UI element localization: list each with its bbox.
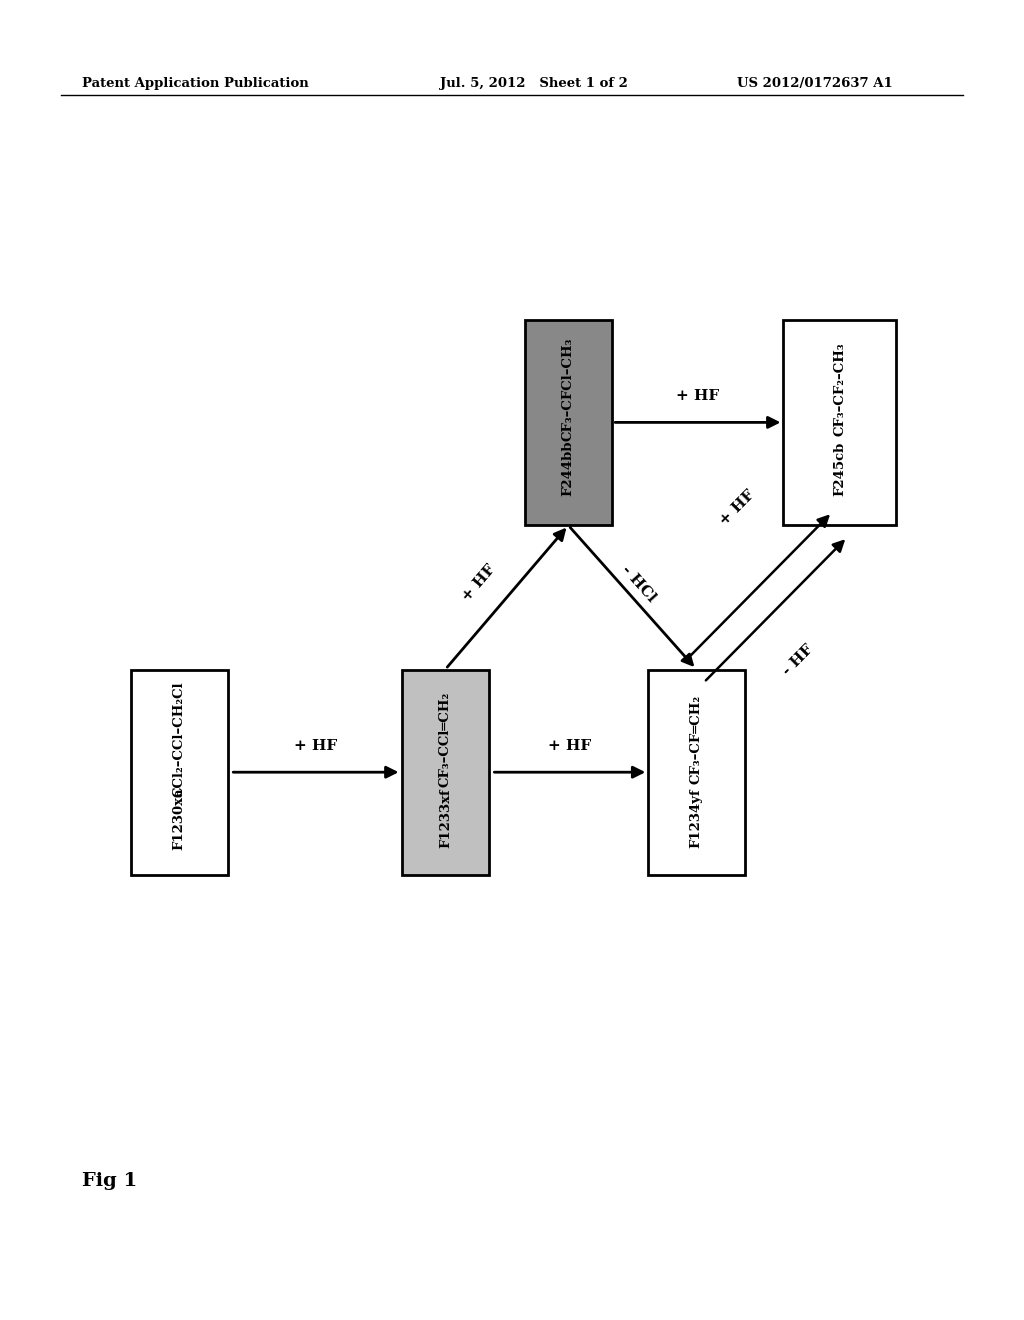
- Bar: [783, 319, 896, 524]
- Bar: [525, 319, 612, 524]
- Bar: [131, 671, 227, 875]
- Text: F245cb: F245cb: [834, 441, 846, 496]
- Text: F1233xf: F1233xf: [439, 788, 452, 849]
- Text: CF₃–CCl═CH₂: CF₃–CCl═CH₂: [439, 692, 452, 787]
- Text: Fig 1: Fig 1: [82, 1172, 137, 1191]
- Text: + HF: + HF: [548, 739, 591, 752]
- Text: US 2012/0172637 A1: US 2012/0172637 A1: [737, 77, 893, 90]
- Text: - HCl: - HCl: [620, 562, 658, 605]
- Text: Jul. 5, 2012   Sheet 1 of 2: Jul. 5, 2012 Sheet 1 of 2: [440, 77, 628, 90]
- Bar: [648, 671, 745, 875]
- Text: + HF: + HF: [294, 739, 337, 752]
- Bar: [401, 671, 489, 875]
- Text: - HF: - HF: [780, 643, 816, 678]
- Text: CF₃–CF₂–CH₃: CF₃–CF₂–CH₃: [834, 343, 846, 436]
- Text: + HF: + HF: [460, 562, 499, 605]
- Text: CCl₂–CCl–CH₂Cl: CCl₂–CCl–CH₂Cl: [173, 681, 185, 797]
- Text: CF₃–CFCl–CH₃: CF₃–CFCl–CH₃: [562, 338, 574, 441]
- Text: F1230xa: F1230xa: [173, 787, 185, 850]
- Text: CF₃–CF═CH₂: CF₃–CF═CH₂: [690, 694, 702, 784]
- Text: F244bb: F244bb: [562, 441, 574, 496]
- Text: + HF: + HF: [676, 389, 719, 403]
- Text: + HF: + HF: [718, 487, 758, 528]
- Text: F1234yf: F1234yf: [690, 788, 702, 849]
- Text: Patent Application Publication: Patent Application Publication: [82, 77, 308, 90]
